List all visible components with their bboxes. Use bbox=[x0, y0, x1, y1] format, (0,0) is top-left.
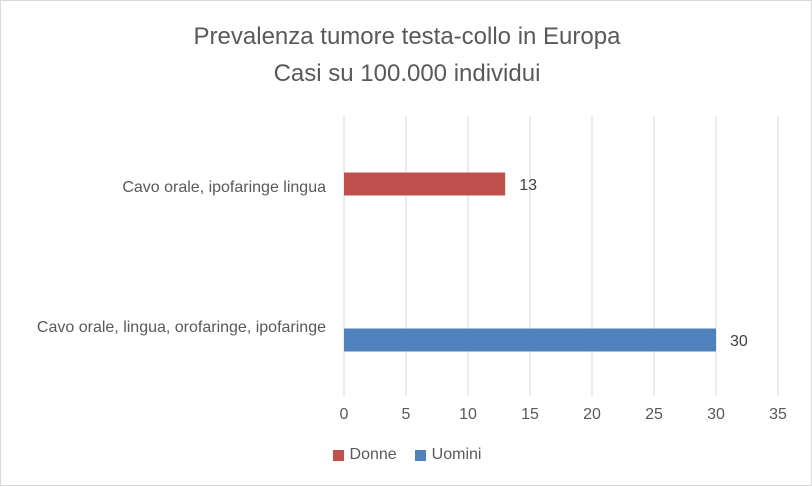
data-label-uomini-1: 30 bbox=[730, 333, 748, 350]
legend-label-donne: Donne bbox=[349, 446, 397, 463]
x-tick-label-20: 20 bbox=[583, 406, 601, 423]
x-tick-label-15: 15 bbox=[521, 406, 539, 423]
x-tick-label-5: 5 bbox=[402, 406, 411, 423]
chart-subtitle: Casi su 100.000 individui bbox=[273, 60, 541, 87]
x-tick-label-25: 25 bbox=[645, 406, 663, 423]
bar-donne-0 bbox=[344, 172, 506, 196]
legend: Donne Uomini bbox=[1, 444, 812, 466]
legend-item-uomini: Uomini bbox=[414, 446, 482, 464]
x-tick-label-35: 35 bbox=[769, 406, 787, 423]
bar-uomini-1 bbox=[344, 328, 716, 352]
chart-title: Prevalenza tumore testa-collo in Europa bbox=[193, 23, 621, 50]
legend-swatch-donne bbox=[332, 449, 344, 461]
x-tick-label-0: 0 bbox=[340, 406, 349, 423]
legend-label-uomini: Uomini bbox=[431, 446, 482, 463]
legend-swatch-uomini bbox=[414, 449, 426, 461]
y-category-label: Cavo orale, lingua, orofaringe, ipofarin… bbox=[37, 319, 326, 336]
data-label-donne-0: 13 bbox=[519, 177, 537, 194]
legend-item-donne: Donne bbox=[332, 446, 397, 464]
x-tick-label-30: 30 bbox=[707, 406, 725, 423]
y-category-label: Cavo orale, ipofaringe lingua bbox=[122, 179, 326, 196]
x-tick-label-10: 10 bbox=[459, 406, 477, 423]
